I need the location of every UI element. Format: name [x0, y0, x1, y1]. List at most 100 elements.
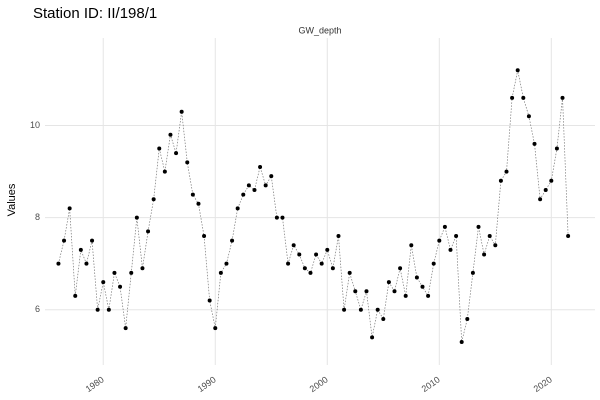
data-point [213, 326, 218, 331]
data-point [224, 261, 229, 266]
y-tick-label: 6 [35, 304, 40, 314]
data-point [302, 266, 307, 271]
data-point [101, 280, 106, 285]
data-point [151, 197, 156, 202]
facet-label: GW_depth [298, 25, 341, 35]
data-point [140, 266, 145, 271]
data-point [448, 247, 453, 252]
data-point [230, 238, 235, 243]
data-point [123, 326, 128, 331]
data-point [129, 270, 134, 275]
data-point [526, 114, 531, 119]
data-point [420, 284, 425, 289]
data-point [493, 243, 498, 248]
data-point [235, 206, 240, 211]
x-tick-label: 2000 [308, 374, 330, 394]
data-point [308, 270, 313, 275]
data-point [67, 206, 72, 211]
data-point [196, 201, 201, 206]
data-point [560, 95, 565, 100]
data-point [78, 247, 83, 252]
data-point [146, 229, 151, 234]
data-point [498, 178, 503, 183]
data-point [353, 289, 358, 294]
y-tick-label: 10 [30, 120, 40, 130]
data-point [179, 109, 184, 114]
data-point [459, 339, 464, 344]
data-point [431, 261, 436, 266]
x-tick-label: 1990 [196, 374, 218, 394]
data-point [510, 95, 515, 100]
data-point [538, 197, 543, 202]
data-point [515, 68, 520, 73]
data-point [330, 266, 335, 271]
data-point [95, 307, 100, 312]
data-point [319, 261, 324, 266]
data-point [386, 280, 391, 285]
data-point [246, 183, 251, 188]
data-point [112, 270, 117, 275]
data-point [392, 289, 397, 294]
data-point [532, 141, 537, 146]
data-point [336, 234, 341, 239]
data-point [202, 234, 207, 239]
data-point [314, 252, 319, 257]
data-point [414, 275, 419, 280]
data-point [504, 169, 509, 174]
data-point [487, 234, 492, 239]
data-point [403, 293, 408, 298]
data-point [157, 146, 162, 151]
data-point [521, 95, 526, 100]
data-point [470, 270, 475, 275]
data-point [190, 192, 195, 197]
data-point [174, 151, 179, 156]
data-point [56, 261, 61, 266]
data-point [84, 261, 89, 266]
data-point [185, 160, 190, 165]
data-point [274, 215, 279, 220]
data-point [409, 243, 414, 248]
data-point [73, 293, 78, 298]
data-point [286, 261, 291, 266]
data-point [442, 224, 447, 229]
data-point [342, 307, 347, 312]
data-point [554, 146, 559, 151]
y-tick-label: 8 [35, 212, 40, 222]
data-point [364, 289, 369, 294]
data-point [566, 234, 571, 239]
y-axis-title: Values [6, 183, 18, 216]
data-point [549, 178, 554, 183]
data-point [325, 247, 330, 252]
data-point [118, 284, 123, 289]
data-point [370, 335, 375, 340]
data-point [482, 252, 487, 257]
data-point [465, 316, 470, 321]
chart-title: Station ID: II/198/1 [33, 5, 157, 22]
data-point [269, 174, 274, 179]
data-point [134, 215, 139, 220]
data-point [90, 238, 95, 243]
data-point [291, 243, 296, 248]
data-point [162, 169, 167, 174]
data-point [543, 187, 548, 192]
data-point [106, 307, 111, 312]
data-point [207, 298, 212, 303]
x-tick-label: 2010 [420, 374, 442, 394]
x-tick-label: 2020 [532, 374, 554, 394]
data-point [358, 307, 363, 312]
data-point [381, 316, 386, 321]
data-point [454, 234, 459, 239]
data-point [375, 307, 380, 312]
data-point [476, 224, 481, 229]
data-point [347, 270, 352, 275]
x-tick-label: 1980 [84, 374, 106, 394]
data-point [218, 270, 223, 275]
data-point [62, 238, 67, 243]
data-point [258, 164, 263, 169]
data-point [437, 238, 442, 243]
data-point [426, 293, 431, 298]
data-point [398, 266, 403, 271]
data-point [280, 215, 285, 220]
data-point [241, 192, 246, 197]
